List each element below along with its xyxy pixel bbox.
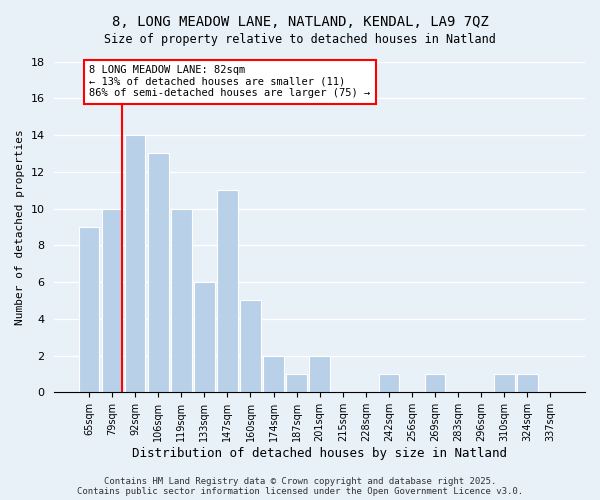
X-axis label: Distribution of detached houses by size in Natland: Distribution of detached houses by size … bbox=[132, 447, 507, 460]
Y-axis label: Number of detached properties: Number of detached properties bbox=[15, 129, 25, 325]
Text: Contains public sector information licensed under the Open Government Licence v3: Contains public sector information licen… bbox=[77, 487, 523, 496]
Bar bbox=[101, 208, 122, 392]
Bar bbox=[240, 300, 261, 392]
Text: 8 LONG MEADOW LANE: 82sqm
← 13% of detached houses are smaller (11)
86% of semi-: 8 LONG MEADOW LANE: 82sqm ← 13% of detac… bbox=[89, 65, 370, 98]
Bar bbox=[517, 374, 538, 392]
Bar bbox=[310, 356, 330, 393]
Bar bbox=[425, 374, 445, 392]
Bar bbox=[263, 356, 284, 393]
Bar bbox=[125, 135, 145, 392]
Text: Contains HM Land Registry data © Crown copyright and database right 2025.: Contains HM Land Registry data © Crown c… bbox=[104, 477, 496, 486]
Text: 8, LONG MEADOW LANE, NATLAND, KENDAL, LA9 7QZ: 8, LONG MEADOW LANE, NATLAND, KENDAL, LA… bbox=[112, 15, 488, 29]
Bar bbox=[194, 282, 215, 393]
Bar bbox=[286, 374, 307, 392]
Bar bbox=[217, 190, 238, 392]
Bar bbox=[79, 227, 99, 392]
Bar bbox=[148, 154, 169, 392]
Bar bbox=[379, 374, 400, 392]
Bar bbox=[171, 208, 191, 392]
Bar bbox=[494, 374, 515, 392]
Text: Size of property relative to detached houses in Natland: Size of property relative to detached ho… bbox=[104, 32, 496, 46]
